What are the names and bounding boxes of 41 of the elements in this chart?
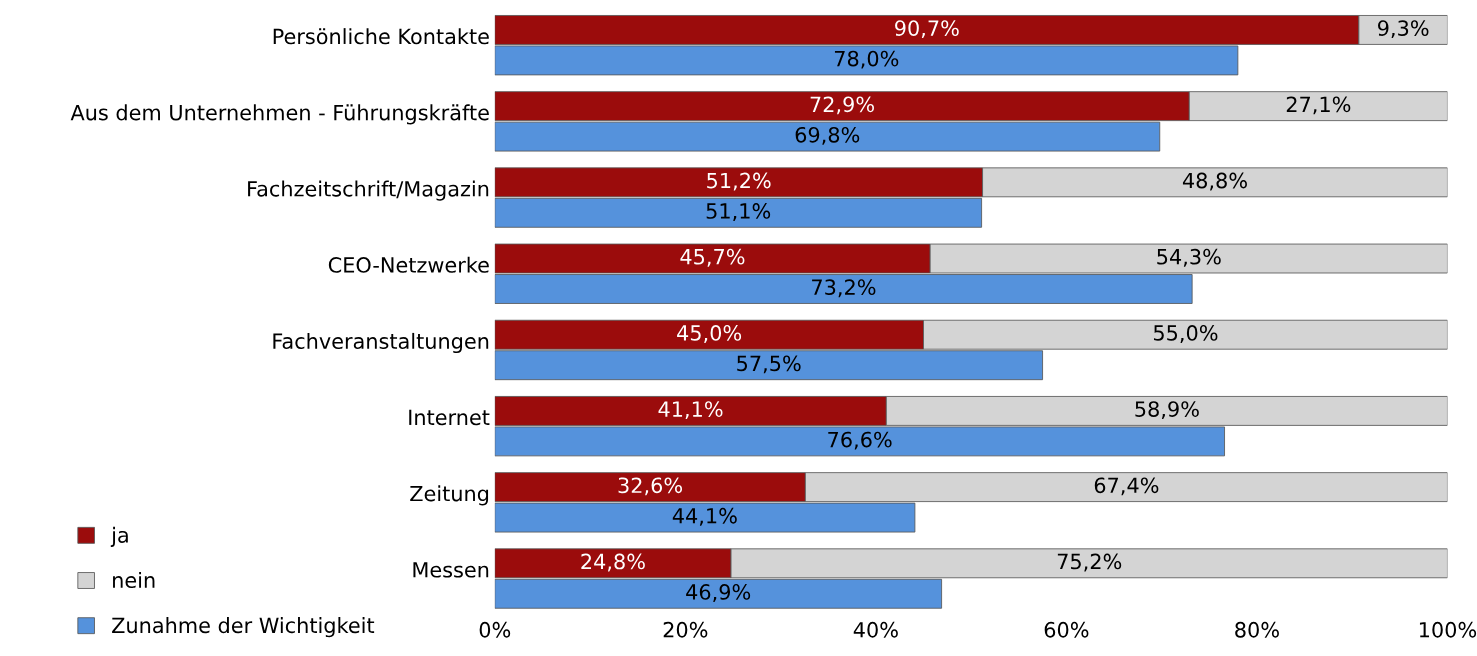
data-label: 46,9%: [686, 584, 751, 602]
data-label: 72,9%: [810, 96, 874, 115]
data-label: 24,8%: [581, 553, 645, 572]
y-tick-label: Zeitung: [410, 485, 489, 506]
data-label: 45,0%: [677, 325, 742, 343]
data-label: 69,8%: [795, 126, 860, 145]
data-label: 45,7%: [680, 248, 745, 267]
data-label: 51,2%: [707, 172, 771, 191]
data-label: 54,3%: [1157, 248, 1221, 267]
data-label: 41,1%: [658, 401, 723, 420]
y-tick-label: Fachveranstaltungen: [273, 332, 489, 354]
data-label: 44,1%: [672, 507, 737, 526]
data-label: 9,3%: [1378, 20, 1429, 39]
x-tick-label: 20%: [663, 621, 708, 638]
data-label: 32,6%: [618, 477, 683, 496]
y-tick-label: Messen: [413, 562, 489, 578]
data-label: 75,2%: [1057, 553, 1122, 572]
data-label: 27,1%: [1286, 96, 1351, 115]
data-label: 76,6%: [828, 431, 892, 450]
x-tick-label: 40%: [853, 621, 898, 638]
legend-label: nein: [113, 571, 155, 589]
x-tick-label: 100%: [1419, 621, 1477, 638]
x-tick-label: 80%: [1235, 621, 1279, 638]
x-tick-label: 0%: [479, 621, 511, 638]
y-tick-label: Internet: [409, 409, 490, 426]
y-tick-label: Persönliche Kontakte: [273, 28, 489, 45]
data-label: 58,9%: [1135, 401, 1199, 420]
data-label: 90,7%: [895, 20, 959, 39]
data-label: 48,8%: [1182, 172, 1247, 191]
data-label: 78,0%: [834, 50, 899, 69]
data-label: 57,5%: [737, 355, 801, 374]
data-label: 67,4%: [1094, 477, 1159, 496]
data-label: 51,1%: [706, 203, 771, 221]
y-tick-label: Fachzeitschrift/Magazin: [248, 180, 489, 201]
data-label: 55,0%: [1153, 325, 1218, 343]
legend-label: ja: [110, 526, 128, 547]
x-tick-label: 60%: [1044, 621, 1089, 638]
legend-label: Zunahme der Wichtigkeit: [112, 617, 375, 638]
y-tick-label: CEO-Netzwerke: [328, 256, 489, 273]
y-tick-label: Aus dem Unternehmen - Führungskräfte: [70, 104, 489, 125]
data-label: 73,2%: [812, 279, 876, 298]
